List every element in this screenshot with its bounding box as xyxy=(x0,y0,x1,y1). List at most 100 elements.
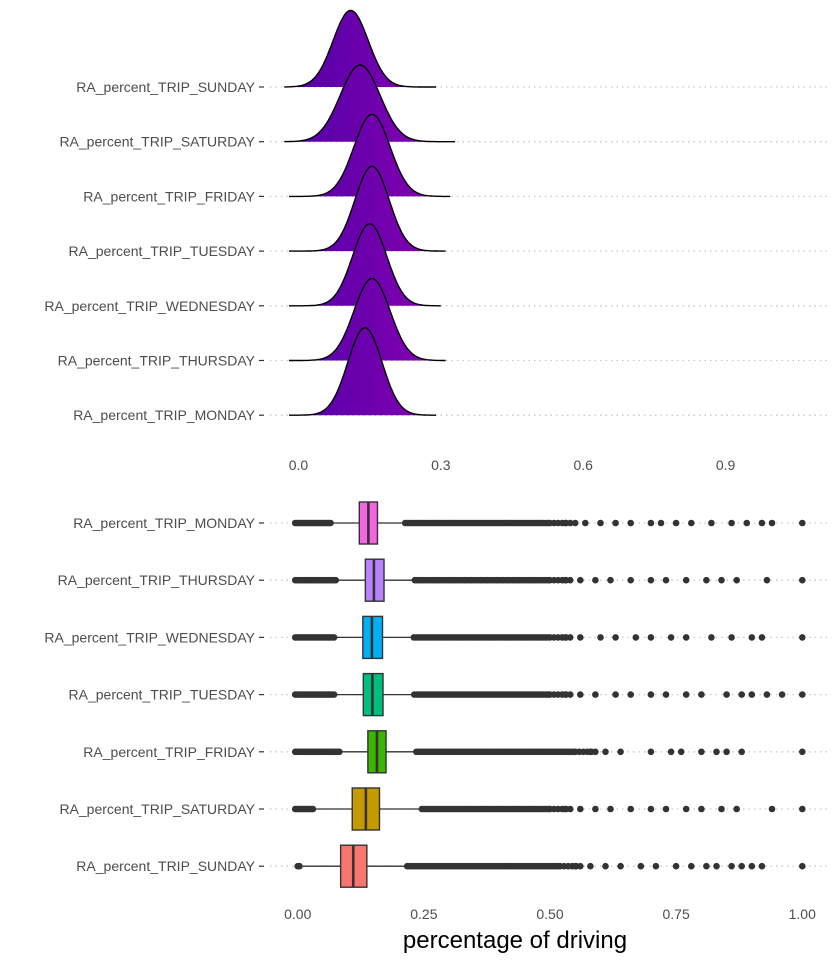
box-label-monday: RA_percent_TRIP_MONDAY xyxy=(73,515,255,531)
ridge-label-sunday: RA_percent_TRIP_SUNDAY xyxy=(76,79,255,95)
outlier-point xyxy=(662,691,670,698)
low-outliers xyxy=(291,748,343,756)
outlier-point xyxy=(758,862,766,870)
outlier-point xyxy=(708,519,715,527)
outlier-point xyxy=(561,519,569,527)
outlier-point xyxy=(627,519,634,527)
high-outliers xyxy=(413,748,806,756)
outlier-point xyxy=(617,862,624,870)
ridge-label-monday: RA_percent_TRIP_MONDAY xyxy=(73,407,255,423)
outlier-point xyxy=(738,748,745,756)
outlier-point xyxy=(582,519,589,527)
outlier-point xyxy=(703,576,710,584)
outlier-point xyxy=(778,691,786,698)
outlier-point xyxy=(733,805,740,813)
ridge-area xyxy=(289,327,437,416)
outlier-point xyxy=(592,805,599,813)
boxplot-panel: RA_percent_TRIP_MONDAY RA_percent_TRIP_TH… xyxy=(44,501,830,922)
box-label-friday: RA_percent_TRIP_FRIDAY xyxy=(83,744,255,760)
ridge-outline xyxy=(284,9,437,88)
outlier-point xyxy=(688,862,695,870)
ridge-outline xyxy=(289,277,446,362)
outlier-point xyxy=(682,576,690,584)
outlier-point xyxy=(627,691,634,698)
outlier-point xyxy=(688,519,695,527)
outlier-point xyxy=(662,805,670,813)
ridge-label-wednesday: RA_percent_TRIP_WEDNESDAY xyxy=(44,298,255,314)
outlier-point xyxy=(566,805,574,813)
high-outliers xyxy=(411,576,806,584)
outlier-point xyxy=(561,805,569,813)
outlier-point xyxy=(647,805,655,813)
outlier-point xyxy=(652,862,660,870)
outlier-point xyxy=(708,634,715,641)
ridge-outline xyxy=(289,113,451,198)
outlier-point xyxy=(733,576,740,584)
box-x-tick-label: 0.00 xyxy=(284,906,311,922)
outlier-point xyxy=(728,862,735,870)
outlier-point xyxy=(607,805,614,813)
outlier-point xyxy=(799,576,806,584)
high-outliers xyxy=(418,805,806,813)
outlier-point xyxy=(612,519,619,527)
ridge-area xyxy=(289,278,446,361)
ridge-label-tuesday: RA_percent_TRIP_TUESDAY xyxy=(69,243,256,259)
outlier-point xyxy=(799,634,806,641)
ridge-x-tick-label: 0.9 xyxy=(716,457,736,473)
ridge-x-tick-label: 0.0 xyxy=(289,457,309,473)
outlier-point xyxy=(682,691,690,698)
outlier-point xyxy=(763,691,771,698)
outlier-point xyxy=(677,748,685,756)
high-outliers xyxy=(411,691,806,698)
outlier-point xyxy=(577,634,584,641)
outlier-point xyxy=(768,519,776,527)
outlier-point xyxy=(637,862,645,870)
box-x-tick-label: 0.75 xyxy=(663,906,690,922)
outlier-point xyxy=(682,634,690,641)
outlier-point xyxy=(296,862,303,870)
outlier-point xyxy=(667,634,675,641)
outlier-point xyxy=(561,576,569,584)
outlier-point xyxy=(728,634,735,641)
outlier-point xyxy=(672,862,680,870)
outlier-point xyxy=(799,862,806,870)
outlier-point xyxy=(698,805,705,813)
outlier-point xyxy=(713,748,720,756)
box-label-wednesday: RA_percent_TRIP_WEDNESDAY xyxy=(44,629,255,645)
ridge-x-tick-label: 0.6 xyxy=(573,457,593,473)
outlier-point xyxy=(577,805,584,813)
ridge-outline xyxy=(289,165,446,252)
outlier-point xyxy=(566,576,574,584)
outlier-point xyxy=(743,519,751,527)
outlier-point xyxy=(748,634,756,641)
ridge-label-saturday: RA_percent_TRIP_SATURDAY xyxy=(59,134,255,150)
outlier-point xyxy=(627,576,634,584)
ridge-label-thursday: RA_percent_TRIP_THURSDAY xyxy=(58,353,256,369)
outlier-point xyxy=(698,691,705,698)
ridge-area xyxy=(289,166,446,252)
ridge-label-friday: RA_percent_TRIP_FRIDAY xyxy=(83,188,255,204)
outlier-point xyxy=(587,748,594,756)
outlier-point xyxy=(602,748,609,756)
outlier-point xyxy=(758,634,766,641)
outlier-point xyxy=(597,519,604,527)
outlier-point xyxy=(748,691,756,698)
outlier-point xyxy=(602,862,609,870)
outlier-point xyxy=(718,576,725,584)
outlier-point xyxy=(571,862,579,870)
low-outliers xyxy=(291,805,317,813)
box-label-tuesday: RA_percent_TRIP_TUESDAY xyxy=(69,687,256,703)
outlier-point xyxy=(592,691,599,698)
high-outliers xyxy=(401,519,806,527)
outlier-point xyxy=(612,691,619,698)
outlier-point xyxy=(617,748,624,756)
outlier-point xyxy=(768,805,776,813)
outlier-point xyxy=(758,519,766,527)
outlier-point xyxy=(723,748,730,756)
box-label-saturday: RA_percent_TRIP_SATURDAY xyxy=(59,801,255,817)
ridge-area xyxy=(289,114,451,197)
outlier-point xyxy=(612,634,619,641)
outlier-point xyxy=(647,691,655,698)
box-label-sunday: RA_percent_TRIP_SUNDAY xyxy=(76,858,255,874)
outlier-point xyxy=(672,519,680,527)
